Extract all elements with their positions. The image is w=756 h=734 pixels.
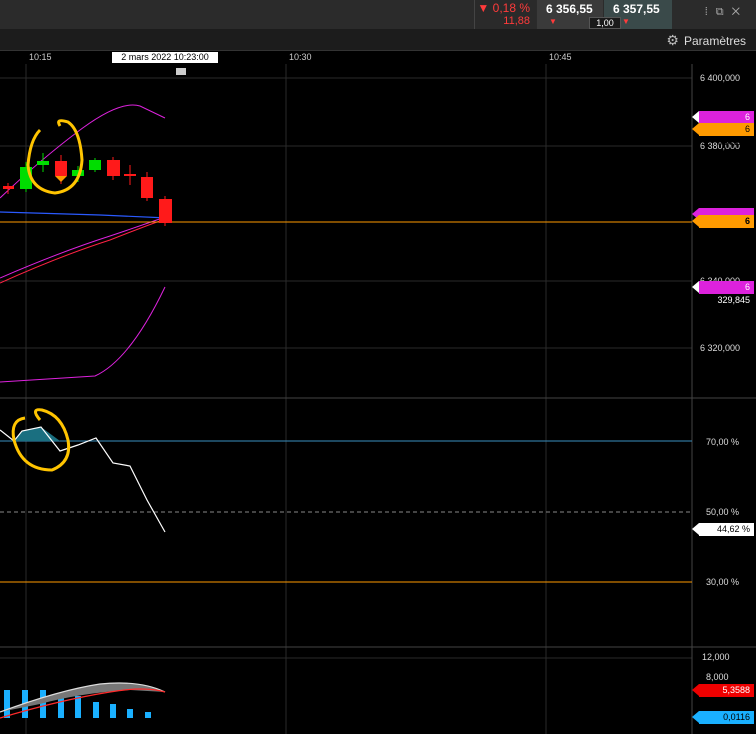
candle (89, 160, 101, 170)
histogram-bar (127, 709, 133, 718)
buy-arrow-icon: ▼ (622, 17, 630, 26)
ask-price: 6 357,55 (613, 2, 660, 16)
candle (141, 177, 153, 198)
candle (72, 170, 84, 176)
candle (107, 160, 120, 176)
candles (3, 153, 172, 226)
time-cursor-marker-icon[interactable] (176, 68, 186, 75)
price-tick: 6 380,000 (700, 141, 740, 151)
macd-tick: 8,000 (706, 672, 729, 682)
last-price-tag: 6 357,050 (692, 215, 754, 239)
histogram-bar (75, 696, 81, 718)
macd-line (0, 682, 166, 713)
settings-button[interactable]: ⚙ Paramètres (666, 32, 746, 49)
candle-marker-icon (55, 176, 67, 182)
sell-arrow-icon: ▼ (549, 17, 557, 26)
bid-price: 6 356,55 (546, 2, 593, 16)
detach-icon[interactable]: ⧉ (715, 6, 732, 18)
bollinger-lower-tag: 6 329,845 (692, 281, 754, 305)
chart-toolbar: ⚙ Paramètres (0, 29, 756, 51)
histogram-bar (110, 704, 116, 718)
time-tick: 10:15 (29, 52, 52, 62)
time-cursor-label: 2 mars 2022 10:23:00 (112, 52, 218, 63)
time-tick: 10:45 (549, 52, 572, 62)
quantity-field[interactable]: 1,00 (589, 17, 621, 29)
candle (55, 161, 67, 176)
grid (0, 64, 692, 734)
candle (124, 174, 136, 176)
oscillator-tick: 50,00 % (706, 507, 740, 517)
down-arrow-icon: ▼ (477, 1, 490, 15)
close-icon[interactable]: ✕ (731, 6, 748, 18)
histogram-bar (58, 694, 64, 718)
histogram-value-tag: 0,0116 (692, 711, 754, 724)
bollinger-middle-line (0, 215, 169, 279)
candle (159, 199, 172, 223)
histogram-bar (145, 712, 151, 718)
oscillator-line (0, 426, 166, 533)
overbought-fill (14, 427, 60, 441)
macd-tick: 12,000 (702, 652, 730, 662)
time-axis: 10:15 10:30 10:45 2 mars 2022 10:23:00 (0, 52, 756, 64)
price-tick: 6 400,000 (700, 73, 741, 83)
signal-line (0, 688, 166, 719)
candle (3, 186, 14, 189)
moving-average-line (0, 217, 169, 284)
time-tick: 10:30 (289, 52, 312, 62)
change-percent: 0,18 % (492, 1, 530, 15)
bollinger-lower-line (0, 286, 166, 383)
change-indicator: ▼ 0,18 % 11,88 (474, 0, 536, 29)
histogram-bar (93, 702, 99, 718)
histogram-bar (40, 690, 46, 718)
price-tick: 6 320,000 (700, 343, 741, 353)
quote-bar: ▼ 0,18 % 11,88 6 356,55 ▼ 6 357,55 ▼ 1,0… (0, 0, 756, 29)
oscillator-tick: 30,00 % (706, 577, 740, 587)
settings-label: Paramètres (683, 34, 746, 48)
price-tag: 6 384,284 (692, 123, 754, 147)
histogram-bar (4, 690, 10, 718)
highlight-circle (26, 119, 84, 195)
candle (37, 161, 49, 165)
signal-value-tag: 5,3588 (692, 684, 754, 697)
change-absolute: 11,88 (503, 15, 530, 27)
long-moving-average-line (0, 211, 169, 219)
highlight-circle (11, 408, 71, 472)
minimize-icon[interactable]: ⁞ (704, 6, 716, 18)
oscillator-tick: 70,00 % (706, 437, 740, 447)
gear-icon: ⚙ (666, 32, 679, 48)
oscillator-value-tag: 44,62 % (692, 523, 754, 536)
